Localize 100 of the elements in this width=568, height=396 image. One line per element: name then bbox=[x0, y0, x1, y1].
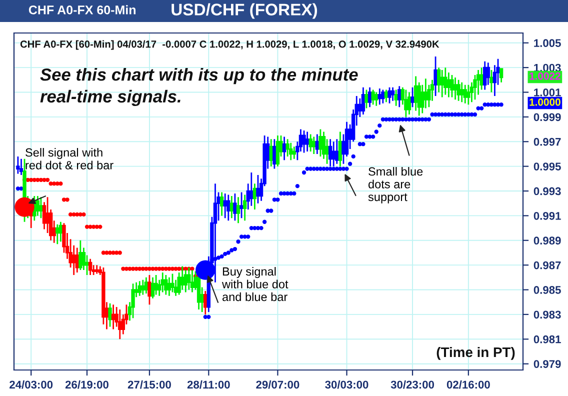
y-tick-label: 1.001 bbox=[534, 88, 561, 96]
candlestick bbox=[256, 174, 260, 204]
candlestick bbox=[486, 62, 490, 86]
candlestick bbox=[19, 158, 24, 176]
point bbox=[98, 224, 102, 229]
candlestick bbox=[414, 76, 418, 112]
y-tick-label: 0.997 bbox=[534, 138, 561, 146]
candlestick bbox=[440, 69, 444, 98]
y-tick-label: 0.993 bbox=[534, 187, 561, 196]
y-tick-label: 0.995 bbox=[534, 162, 561, 170]
candlestick bbox=[138, 280, 142, 297]
candlestick bbox=[499, 68, 504, 84]
y-tick-label: 0.987 bbox=[534, 261, 561, 270]
candlestick bbox=[111, 304, 116, 330]
chart-subtitle: CHF A0-FX 60-Min bbox=[28, 5, 136, 14]
candlestick bbox=[170, 273, 174, 293]
candlestick bbox=[446, 72, 451, 98]
candlestick bbox=[450, 74, 454, 98]
candlestick bbox=[223, 192, 227, 219]
point bbox=[118, 250, 122, 255]
candlestick bbox=[305, 131, 310, 152]
candlestick bbox=[102, 266, 106, 326]
candlestick bbox=[424, 78, 428, 109]
y-tick-label: 0.985 bbox=[534, 286, 561, 294]
chart-title: USD/CHF (FOREX) bbox=[172, 3, 318, 19]
candlestick bbox=[88, 258, 92, 276]
text: 1.0022 bbox=[530, 72, 560, 80]
y-tick-label: 0.979 bbox=[534, 360, 561, 368]
candlestick bbox=[368, 86, 372, 108]
annotation: Buy signal with blue dot and blue bar bbox=[222, 267, 288, 302]
y-tick-label: 0.991 bbox=[534, 212, 561, 220]
candlestick bbox=[141, 279, 145, 296]
candlestick bbox=[236, 196, 240, 224]
candlestick bbox=[381, 89, 385, 104]
point bbox=[45, 178, 50, 182]
candlestick bbox=[466, 84, 470, 106]
candlestick bbox=[289, 142, 293, 161]
candlestick bbox=[364, 89, 368, 109]
y-tick-label: 0.989 bbox=[534, 236, 561, 245]
candlestick bbox=[434, 56, 438, 97]
y-tick-label: 0.981 bbox=[534, 335, 561, 344]
candlestick bbox=[272, 138, 276, 170]
candlestick bbox=[374, 92, 378, 107]
candlestick bbox=[460, 82, 464, 103]
candlestick bbox=[436, 66, 441, 93]
candlestick bbox=[302, 130, 306, 154]
candlestick bbox=[312, 136, 316, 155]
x-tick-label: 27/15:00 bbox=[128, 380, 171, 389]
y-tick-label: 0.983 bbox=[534, 310, 561, 319]
point bbox=[58, 182, 63, 186]
annotation: Small blue dots are support bbox=[368, 167, 423, 204]
point bbox=[147, 266, 152, 271]
candlestick bbox=[230, 195, 234, 219]
candlestick bbox=[480, 66, 484, 90]
candlestick bbox=[483, 60, 487, 90]
candlestick bbox=[463, 84, 467, 104]
candlestick bbox=[490, 69, 494, 93]
candlestick bbox=[160, 272, 164, 293]
candlestick bbox=[39, 196, 43, 219]
x-tick-label: 28/11:00 bbox=[187, 380, 230, 389]
candlestick bbox=[384, 89, 388, 103]
candlestick bbox=[444, 66, 448, 96]
candlestick bbox=[240, 192, 244, 219]
candlestick bbox=[315, 134, 320, 155]
candlestick bbox=[286, 138, 290, 158]
annotation: Sell signal with red dot & red bar bbox=[26, 148, 114, 170]
candlestick bbox=[390, 86, 395, 102]
candlestick bbox=[95, 264, 99, 274]
y-tick-label: 0.999 bbox=[534, 113, 561, 122]
candlestick bbox=[233, 192, 237, 222]
candlestick bbox=[394, 89, 398, 107]
annotation: (Time in PT) bbox=[436, 346, 515, 360]
candlestick bbox=[318, 128, 322, 158]
candlestick bbox=[473, 74, 477, 100]
annotation: CHF A0-FX [60-Min] 04/03/17 -0.0007 C 1.0022, H 1.0029, L 1.0018, O 1.0029, V 32.9490K bbox=[20, 40, 440, 50]
x-tick-label: 29/07:00 bbox=[256, 380, 300, 389]
point bbox=[130, 266, 136, 271]
candlestick bbox=[250, 172, 254, 207]
point bbox=[65, 198, 70, 202]
candlestick bbox=[335, 138, 339, 165]
candlestick bbox=[154, 274, 158, 296]
y-tick-label: 1.005 bbox=[534, 39, 561, 48]
candlestick bbox=[108, 302, 112, 328]
candlestick bbox=[16, 156, 20, 174]
candlestick bbox=[456, 79, 460, 102]
x-tick-label: 26/19:00 bbox=[65, 380, 108, 389]
candlestick bbox=[453, 76, 458, 100]
point bbox=[170, 266, 175, 271]
x-tick-label: 02/16:00 bbox=[446, 380, 490, 389]
candlestick bbox=[398, 85, 402, 108]
candlestick bbox=[378, 88, 382, 106]
candlestick bbox=[164, 274, 168, 296]
candlestick bbox=[131, 282, 135, 319]
candlestick bbox=[56, 224, 60, 245]
candlestick bbox=[58, 221, 63, 242]
candlestick bbox=[282, 136, 286, 161]
annotation: See this chart with its up to the minute real-time signals. bbox=[40, 68, 358, 106]
candlestick bbox=[118, 308, 122, 340]
candlestick bbox=[371, 89, 375, 106]
candlestick bbox=[144, 276, 148, 294]
